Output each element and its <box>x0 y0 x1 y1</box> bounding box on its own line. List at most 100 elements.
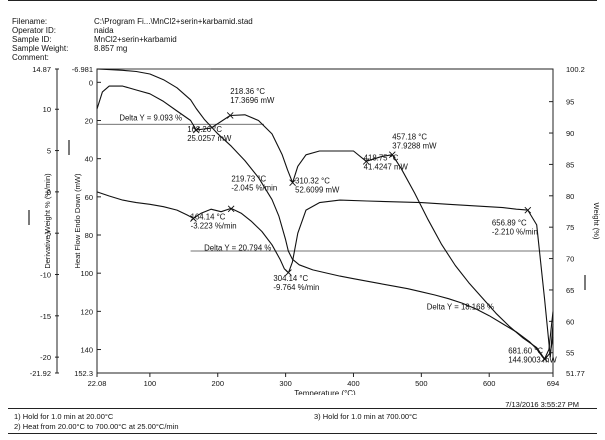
plot-frame <box>96 68 554 374</box>
method-step-3: 3) Hold for 1.0 min at 700.00°C <box>314 412 418 421</box>
delta-y-label: Delta Y = 9.093 % <box>119 113 182 122</box>
weight-tick-label: 51.77 <box>566 369 585 378</box>
peak-marker <box>362 158 370 165</box>
x-tick-label: 694 <box>547 379 560 388</box>
header-divider <box>8 0 597 1</box>
derivative-tick-label: -15 <box>40 312 51 321</box>
heatflow-tick-label: 0 <box>89 78 93 87</box>
sample-id-row: Sample ID: MnCl2+serin+karbamid <box>12 35 177 44</box>
weight-tick-label: 100.2 <box>566 65 585 74</box>
method-step-2: 2) Heat from 20.00°C to 700.00°C at 25.0… <box>14 422 179 431</box>
peak-label: -2.210 %/min <box>492 227 538 236</box>
heatflow-tick-label: -6.981 <box>72 65 93 74</box>
peak-label: 218.36 °C <box>230 87 265 96</box>
weight-tick-label: 80 <box>566 192 574 201</box>
peak-label: 418.75 °C <box>364 154 399 163</box>
peak-label: 168.26 °C <box>187 125 222 134</box>
derivative-tick-label: 0 <box>47 188 51 197</box>
peak-label: 144.9003 mW <box>508 355 557 364</box>
series-layer <box>96 68 554 363</box>
heatflow-tick-label: 100 <box>80 269 93 278</box>
timestamp: 7/13/2016 3:55:27 PM <box>505 400 579 409</box>
peak-marker <box>541 355 548 363</box>
heatflow-tick-label: 80 <box>85 231 93 240</box>
sample-weight-value: 8.857 mg <box>94 44 128 53</box>
sample-id-value: MnCl2+serin+karbamid <box>94 35 177 44</box>
peak-marker <box>285 269 292 276</box>
peak-label: 681.60 °C <box>508 346 543 355</box>
weight-tick-label: 75 <box>566 223 574 232</box>
peak-label: 52.6099 mW <box>295 185 340 194</box>
weight-tick-label: 85 <box>566 160 574 169</box>
heatflow-tick-label: 60 <box>85 193 93 202</box>
heatflow-curve <box>96 85 554 360</box>
filename-label: Filename: <box>12 17 48 26</box>
x-tick-label: 100 <box>144 379 157 388</box>
peak-label: 457.18 °C <box>392 133 427 142</box>
peak-marker <box>226 112 234 119</box>
annotations-layer: Delta Y = 9.093 % Delta Y = 20.794 % Delta… <box>119 87 557 365</box>
derivative-axis-label: Derivative Weight % (%/min) <box>43 173 52 269</box>
x-tick-label: 300 <box>279 379 292 388</box>
x-tick-label: 22.08 <box>88 379 107 388</box>
weight-tick-label: 65 <box>566 286 574 295</box>
peak-label: 37.9288 mW <box>392 142 437 151</box>
heatflow-tick-label: 20 <box>85 116 93 125</box>
comment-row: Comment: <box>12 53 94 62</box>
x-tick-label: 500 <box>415 379 428 388</box>
weight-tick-label: 95 <box>566 98 574 107</box>
derivative-tick-label: -5 <box>44 229 51 238</box>
comment-label: Comment: <box>12 53 49 62</box>
delta-y-label: Delta Y = 20.794 % <box>204 243 271 252</box>
peak-label: 656.89 °C <box>492 218 527 227</box>
derivative-tick-label: 10 <box>43 105 51 114</box>
heatflow-tick-label: 40 <box>85 155 93 164</box>
sample-weight-row: Sample Weight: 8.857 mg <box>12 44 127 53</box>
peak-marker <box>388 151 396 159</box>
method-footer: 1) Hold for 1.0 min at 20.00°C 2) Heat f… <box>0 396 605 440</box>
peak-label: -3.223 %/min <box>191 222 237 231</box>
weight-tick-label: 55 <box>566 349 574 358</box>
sample-weight-label: Sample Weight: <box>12 44 69 53</box>
filename-row: Filename: C:\Program Fi...\MnCl2+serin+ka… <box>12 17 253 26</box>
peak-label: 164.14 °C <box>191 213 226 222</box>
x-tick-label: 400 <box>347 379 360 388</box>
derivative-tick-label: -20 <box>40 353 51 362</box>
derivative-curve <box>96 191 554 358</box>
derivative-tick-label: -21.92 <box>30 369 51 378</box>
sample-id-label: Sample ID: <box>12 35 52 44</box>
lines-layer <box>97 68 553 252</box>
peak-label: 25.0257 mW <box>187 134 232 143</box>
derivative-tick-label: -10 <box>40 271 51 280</box>
x-axis-label: Temperature (°C) <box>294 389 356 395</box>
method-box <box>8 408 597 434</box>
heatflow-tick-label: 120 <box>80 307 93 316</box>
peak-label: -9.764 %/min <box>273 283 319 292</box>
x-tick-label: 600 <box>483 379 496 388</box>
weight-tick-label: 70 <box>566 255 574 264</box>
method-step-1: 1) Hold for 1.0 min at 20.00°C <box>14 412 114 421</box>
operator-label: Operator ID: <box>12 26 57 35</box>
header-info: Filename: C:\Program Fi...\MnCl2+serin+ka… <box>0 0 605 62</box>
peak-label: 41.4247 mW <box>364 163 409 172</box>
operator-row: Operator ID: naida <box>12 26 114 35</box>
peak-label: 304.14 °C <box>273 274 308 283</box>
filename-value: C:\Program Fi...\MnCl2+serin+karbamid.st… <box>94 17 253 26</box>
peak-marker <box>289 179 296 187</box>
derivative-tick-label: 5 <box>47 147 51 156</box>
peak-label: 310.32 °C <box>295 176 330 185</box>
x-tick-label: 200 <box>211 379 224 388</box>
weight-axis-label: Weight (%) <box>592 203 601 240</box>
delta-y-label: Delta Y = 18.168 % <box>427 302 494 311</box>
weight-tick-label: 60 <box>566 317 574 326</box>
peak-label: 17.3696 mW <box>230 96 275 105</box>
derivative-tick-label: 14.87 <box>32 65 51 74</box>
peak-marker <box>192 126 200 134</box>
peak-marker <box>227 205 235 213</box>
heatflow-tick-label: 152.3 <box>74 369 93 378</box>
operator-value: naida <box>94 26 114 35</box>
peak-marker <box>190 215 197 222</box>
peak-label: 219.73 °C <box>231 175 266 184</box>
heatflow-axis-label: Heat Flow Endo Down (mW) <box>73 173 82 269</box>
